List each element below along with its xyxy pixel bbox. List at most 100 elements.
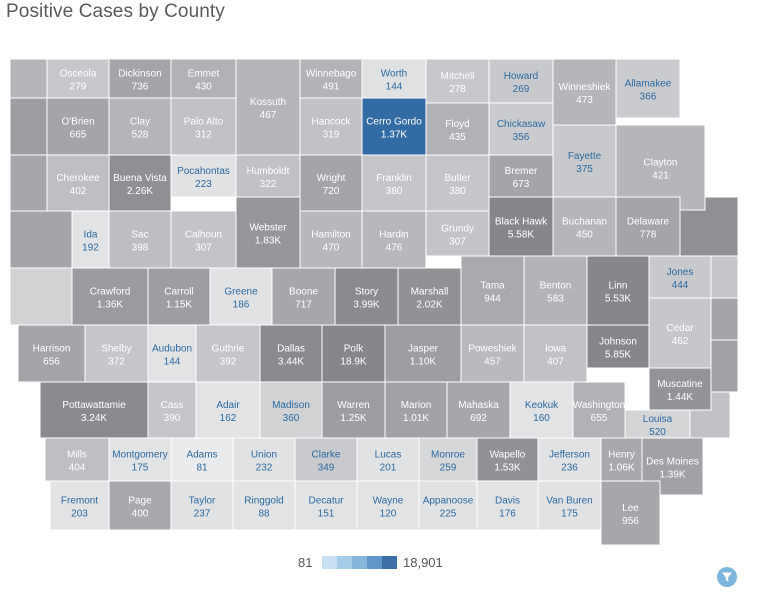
county-shape[interactable] xyxy=(17,324,86,383)
county-allamakee[interactable]: Allamakee 366 xyxy=(615,58,681,119)
county-worth[interactable]: Worth 144 xyxy=(361,58,427,99)
county-clayton[interactable]: Clayton 421 xyxy=(615,124,706,211)
county-guthrie[interactable]: Guthrie 392 xyxy=(195,324,261,383)
county-franklin[interactable]: Franklin 380 xyxy=(361,154,427,212)
county-decatur[interactable]: Decatur 151 xyxy=(294,480,358,531)
county-henry[interactable]: Henry 1.06K xyxy=(600,437,643,482)
county-shape[interactable] xyxy=(232,480,296,531)
county-carroll[interactable]: Carroll 1.15K xyxy=(147,267,211,326)
county-story[interactable]: Story 3.99K xyxy=(334,267,399,326)
county-kossuth[interactable]: Kossuth 467 xyxy=(235,58,301,156)
county-shape[interactable] xyxy=(271,267,336,326)
county-clay[interactable]: Clay 528 xyxy=(108,97,172,156)
county-shape[interactable] xyxy=(476,480,539,531)
county-monroe[interactable]: Monroe 259 xyxy=(418,437,478,482)
county-floyd[interactable]: Floyd 435 xyxy=(425,102,490,156)
county-shape[interactable] xyxy=(488,196,554,257)
county-shape[interactable] xyxy=(384,381,448,439)
county-shape[interactable] xyxy=(299,154,363,212)
county-shape[interactable] xyxy=(147,381,197,439)
county-shape[interactable] xyxy=(294,437,358,482)
county-hancock[interactable]: Hancock 319 xyxy=(299,97,363,156)
county-van-buren[interactable]: Van Buren 175 xyxy=(537,480,602,531)
county-shape[interactable] xyxy=(170,154,237,198)
county-wapello[interactable]: Wapello 1.53K xyxy=(476,437,539,482)
county-muscatine[interactable]: Muscatine 1.44K xyxy=(648,367,712,411)
county-shape[interactable] xyxy=(648,367,712,411)
county-shape[interactable] xyxy=(235,58,301,156)
county-keokuk[interactable]: Keokuk 160 xyxy=(509,381,574,439)
county-cerro-gordo[interactable]: Cerro Gordo 1.37K xyxy=(361,97,427,156)
county-wayne[interactable]: Wayne 120 xyxy=(356,480,420,531)
county-shape[interactable] xyxy=(108,437,172,482)
county-washington[interactable]: Washington 655 xyxy=(572,381,626,439)
county-clarke[interactable]: Clarke 349 xyxy=(294,437,358,482)
county-shape[interactable] xyxy=(259,324,323,383)
county-shape[interactable] xyxy=(460,324,525,383)
county-shape[interactable] xyxy=(600,480,661,546)
county-poweshiek[interactable]: Poweshiek 457 xyxy=(460,324,525,383)
county-shape[interactable] xyxy=(294,480,358,531)
county-delaware[interactable]: Delaware 778 xyxy=(615,196,681,257)
county-shape[interactable] xyxy=(46,154,110,212)
county-jasper[interactable]: Jasper 1.10K xyxy=(384,324,462,383)
county-grundy[interactable]: Grundy 307 xyxy=(425,210,490,257)
county-boone[interactable]: Boone 717 xyxy=(271,267,336,326)
county-warren[interactable]: Warren 1.25K xyxy=(321,381,386,439)
county-hamilton[interactable]: Hamilton 470 xyxy=(299,210,363,269)
county-adams[interactable]: Adams 81 xyxy=(170,437,234,482)
filter-button[interactable] xyxy=(717,567,737,587)
county-shape[interactable] xyxy=(147,267,211,326)
county-shape[interactable] xyxy=(334,267,399,326)
county-winnebago[interactable]: Winnebago 491 xyxy=(299,58,363,99)
county-greene[interactable]: Greene 186 xyxy=(209,267,273,326)
county-shape[interactable] xyxy=(108,210,172,269)
county-o-brien[interactable]: O'Brien 665 xyxy=(46,97,110,156)
county-shape[interactable] xyxy=(615,196,681,257)
county-shape[interactable] xyxy=(425,102,490,156)
county-cherokee[interactable]: Cherokee 402 xyxy=(46,154,110,212)
county-buena-vista[interactable]: Buena Vista 2.26K xyxy=(108,154,172,212)
county-shape[interactable] xyxy=(361,210,427,269)
county-fremont[interactable]: Fremont 203 xyxy=(49,480,110,531)
county-fayette[interactable]: Fayette 375 xyxy=(552,124,617,198)
county-shape[interactable] xyxy=(384,324,462,383)
county-shape[interactable] xyxy=(552,58,617,126)
county-shape[interactable] xyxy=(44,437,110,482)
county-sac[interactable]: Sac 398 xyxy=(108,210,172,269)
county-shape[interactable] xyxy=(235,196,301,269)
county-shape[interactable] xyxy=(361,58,427,99)
county-bremer[interactable]: Bremer 673 xyxy=(488,154,554,198)
county-hardin[interactable]: Hardin 476 xyxy=(361,210,427,269)
county-pocahontas[interactable]: Pocahontas 223 xyxy=(170,154,237,198)
county-ida[interactable]: Ida 192 xyxy=(71,210,110,269)
county-tama[interactable]: Tama 944 xyxy=(460,255,525,326)
county-madison[interactable]: Madison 360 xyxy=(259,381,323,439)
county-shape[interactable] xyxy=(615,58,681,119)
county-osceola[interactable]: Osceola 279 xyxy=(46,58,110,99)
county-shape[interactable] xyxy=(39,381,149,439)
county-lucas[interactable]: Lucas 201 xyxy=(356,437,420,482)
county-adair[interactable]: Adair 162 xyxy=(195,381,261,439)
county-marshall[interactable]: Marshall 2.02K xyxy=(397,267,462,326)
county-wright[interactable]: Wright 720 xyxy=(299,154,363,212)
county-cedar[interactable]: Cedar 462 xyxy=(648,297,712,369)
county-johnson[interactable]: Johnson 5.85K xyxy=(586,324,650,369)
county-benton[interactable]: Benton 583 xyxy=(523,255,588,326)
county-calhoun[interactable]: Calhoun 307 xyxy=(170,210,237,269)
county-crawford[interactable]: Crawford 1.36K xyxy=(71,267,149,326)
county-shelby[interactable]: Shelby 372 xyxy=(84,324,149,383)
county-butler[interactable]: Butler 380 xyxy=(425,154,490,212)
county-humboldt[interactable]: Humboldt 322 xyxy=(235,154,301,198)
county-shape[interactable] xyxy=(523,324,588,383)
county-lee[interactable]: Lee 956 xyxy=(600,480,661,546)
county-howard[interactable]: Howard 269 xyxy=(488,58,554,104)
county-shape[interactable] xyxy=(648,255,712,299)
county-pottawattamie[interactable]: Pottawattamie 3.24K xyxy=(39,381,149,439)
county-marion[interactable]: Marion 1.01K xyxy=(384,381,448,439)
county-shape[interactable] xyxy=(397,267,462,326)
county-emmet[interactable]: Emmet 430 xyxy=(170,58,237,99)
county-winneshiek[interactable]: Winneshiek 473 xyxy=(552,58,617,126)
county-shape[interactable] xyxy=(586,324,650,369)
county-black-hawk[interactable]: Black Hawk 5.58K xyxy=(488,196,554,257)
